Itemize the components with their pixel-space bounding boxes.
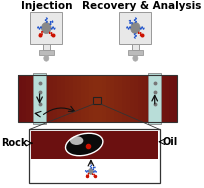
FancyBboxPatch shape: [164, 75, 169, 122]
FancyBboxPatch shape: [85, 75, 90, 122]
FancyBboxPatch shape: [57, 75, 62, 122]
FancyBboxPatch shape: [69, 75, 74, 122]
FancyBboxPatch shape: [160, 75, 165, 122]
FancyBboxPatch shape: [77, 75, 82, 122]
FancyBboxPatch shape: [33, 73, 46, 124]
FancyBboxPatch shape: [156, 75, 161, 122]
FancyBboxPatch shape: [37, 75, 42, 122]
FancyBboxPatch shape: [112, 75, 117, 122]
Text: Injection: Injection: [20, 2, 72, 11]
FancyBboxPatch shape: [89, 75, 94, 122]
FancyBboxPatch shape: [73, 75, 78, 122]
FancyBboxPatch shape: [101, 75, 105, 122]
FancyBboxPatch shape: [30, 12, 62, 44]
FancyBboxPatch shape: [119, 12, 151, 44]
FancyBboxPatch shape: [31, 131, 157, 159]
FancyBboxPatch shape: [140, 75, 145, 122]
FancyBboxPatch shape: [128, 75, 133, 122]
FancyBboxPatch shape: [144, 75, 149, 122]
Circle shape: [88, 168, 93, 174]
FancyBboxPatch shape: [131, 44, 138, 50]
FancyBboxPatch shape: [168, 75, 173, 122]
Circle shape: [130, 22, 140, 34]
FancyBboxPatch shape: [53, 75, 58, 122]
FancyBboxPatch shape: [65, 75, 70, 122]
FancyBboxPatch shape: [26, 75, 30, 122]
Circle shape: [44, 55, 49, 61]
FancyBboxPatch shape: [152, 75, 157, 122]
Circle shape: [41, 22, 51, 34]
FancyBboxPatch shape: [18, 75, 22, 122]
Text: Oil: Oil: [162, 137, 177, 147]
FancyBboxPatch shape: [136, 75, 141, 122]
FancyBboxPatch shape: [109, 75, 113, 122]
FancyBboxPatch shape: [148, 75, 153, 122]
FancyBboxPatch shape: [41, 75, 46, 122]
FancyBboxPatch shape: [38, 50, 54, 55]
FancyBboxPatch shape: [116, 75, 121, 122]
FancyBboxPatch shape: [30, 75, 34, 122]
Text: Recovery & Analysis: Recovery & Analysis: [82, 2, 201, 11]
FancyBboxPatch shape: [33, 75, 38, 122]
Circle shape: [132, 55, 137, 61]
FancyBboxPatch shape: [124, 75, 129, 122]
FancyBboxPatch shape: [29, 130, 159, 183]
FancyBboxPatch shape: [93, 75, 98, 122]
FancyBboxPatch shape: [172, 75, 176, 122]
FancyBboxPatch shape: [147, 73, 161, 124]
FancyBboxPatch shape: [120, 75, 125, 122]
FancyBboxPatch shape: [81, 75, 86, 122]
FancyBboxPatch shape: [127, 50, 142, 55]
FancyBboxPatch shape: [45, 75, 50, 122]
FancyBboxPatch shape: [97, 75, 101, 122]
Ellipse shape: [65, 133, 102, 156]
FancyBboxPatch shape: [22, 75, 26, 122]
Text: Rock: Rock: [1, 138, 28, 148]
Ellipse shape: [70, 136, 83, 145]
FancyBboxPatch shape: [43, 44, 50, 50]
FancyBboxPatch shape: [105, 75, 109, 122]
FancyBboxPatch shape: [132, 75, 137, 122]
FancyBboxPatch shape: [49, 75, 54, 122]
FancyBboxPatch shape: [61, 75, 66, 122]
